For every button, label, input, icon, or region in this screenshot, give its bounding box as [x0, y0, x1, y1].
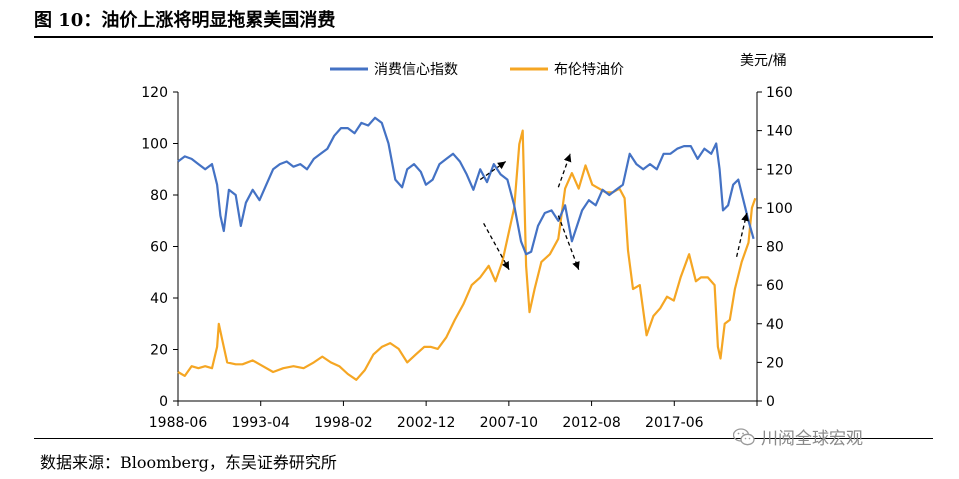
y-right-tick-label: 100: [766, 201, 793, 217]
annotation-arrow: [557, 215, 580, 270]
x-tick-label: 1988-06: [149, 415, 208, 431]
axes-group: 0 20 40 60 80 100 120 0 20 40 60 80 100 120 140 160 1988…: [141, 85, 792, 431]
annotation-arrow: [483, 223, 510, 270]
series-group: [177, 116, 757, 381]
y-left-tick-label: 120: [141, 85, 168, 101]
y-left-tick-label: 100: [141, 137, 168, 153]
annotation-arrow: [735, 212, 749, 257]
y-right-tick-label: 120: [766, 162, 793, 178]
x-tick-label: 2007-10: [480, 415, 539, 431]
right-axis-unit-label: 美元/桶: [740, 53, 787, 69]
line-chart: 0 20 40 60 80 100 120 0 20 40 60 80 100 120 140 160 1988…: [141, 53, 792, 431]
legend-label-brent: 布伦特油价: [554, 62, 624, 78]
y-left-tick-label: 60: [150, 240, 168, 256]
figure-title: 图 10：油价上涨将明显拖累美国消费: [34, 10, 336, 31]
top-rule: [34, 36, 933, 38]
y-right-tick-label: 0: [766, 394, 775, 410]
annotation-arrow: [479, 160, 507, 181]
series-line-brent: [177, 129, 757, 381]
y-right-tick-label: 160: [766, 85, 793, 101]
x-tick-label: 2012-08: [562, 415, 621, 431]
y-right-tick-label: 40: [766, 317, 784, 333]
series-line-consumer-confidence: [177, 116, 755, 256]
watermark-text: 川阅全球宏观: [761, 429, 863, 449]
x-tick-label: 2002-12: [397, 415, 456, 431]
annotation-group: [479, 153, 749, 270]
legend-label-consumer-confidence: 消费信心指数: [374, 62, 458, 78]
y-left-tick-label: 80: [150, 188, 168, 204]
x-tick-label: 2017-06: [645, 415, 704, 431]
y-left-tick-label: 40: [150, 291, 168, 307]
y-left-tick-label: 20: [150, 343, 168, 359]
y-right-tick-label: 80: [766, 240, 784, 256]
watermark: 川阅全球宏观: [733, 424, 863, 449]
wechat-icon: [733, 427, 755, 445]
source-note: 数据来源：Bloomberg，东吴证券研究所: [40, 453, 337, 472]
annotation-arrow: [557, 153, 572, 188]
x-tick-label: 1993-04: [231, 415, 290, 431]
y-right-tick-label: 140: [766, 124, 793, 140]
y-right-tick-label: 60: [766, 278, 784, 294]
bottom-rule: [34, 438, 933, 439]
legend: 消费信心指数 布伦特油价: [330, 62, 624, 78]
y-left-tick-label: 0: [159, 394, 168, 410]
x-tick-label: 1998-02: [314, 415, 373, 431]
y-right-tick-label: 20: [766, 355, 784, 371]
